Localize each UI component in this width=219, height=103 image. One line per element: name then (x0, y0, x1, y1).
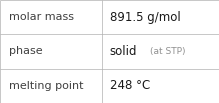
Text: melting point: melting point (9, 81, 83, 91)
Text: phase: phase (9, 46, 42, 57)
Text: 248 °C: 248 °C (110, 79, 150, 92)
Text: molar mass: molar mass (9, 12, 74, 22)
Text: solid: solid (110, 45, 137, 58)
Text: 891.5 g/mol: 891.5 g/mol (110, 11, 180, 24)
Text: (at STP): (at STP) (150, 47, 186, 56)
